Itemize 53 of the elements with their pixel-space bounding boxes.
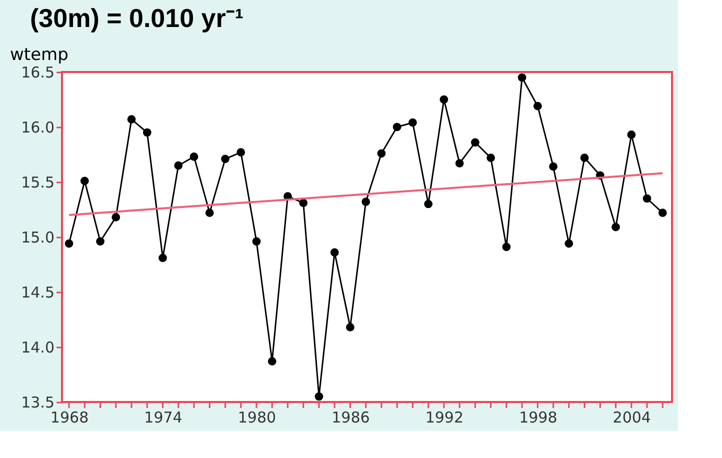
point xyxy=(642,194,652,203)
point xyxy=(80,176,89,186)
point xyxy=(236,148,246,156)
x-tick-label: 2004 xyxy=(612,408,651,426)
point xyxy=(299,198,308,208)
point xyxy=(252,237,261,246)
point xyxy=(627,130,636,139)
point xyxy=(612,222,620,232)
point xyxy=(64,239,74,248)
point xyxy=(362,198,370,206)
point xyxy=(174,161,183,170)
point xyxy=(424,200,432,208)
x-tick-label: 1992 xyxy=(425,408,464,426)
x-tick-label: 1974 xyxy=(144,408,182,426)
point xyxy=(486,154,495,162)
point xyxy=(408,118,417,127)
y-tick-label: 14.0 xyxy=(21,338,54,356)
point xyxy=(455,159,464,168)
point xyxy=(330,248,339,257)
x-tick-label: 1986 xyxy=(332,408,370,426)
point xyxy=(190,152,198,161)
y-tick-label: 14.5 xyxy=(21,284,54,302)
point xyxy=(268,357,276,366)
point xyxy=(112,213,120,222)
point xyxy=(142,128,152,137)
x-tick-label: 1968 xyxy=(50,408,89,426)
chart-title: (30m) = 0.010 yr⁻¹ xyxy=(30,3,244,33)
y-tick-label: 13.5 xyxy=(21,394,54,412)
point xyxy=(205,208,214,217)
point xyxy=(549,162,558,171)
point xyxy=(580,154,589,162)
point xyxy=(221,154,230,164)
point xyxy=(502,242,511,252)
y-axis-title: wtemp xyxy=(10,45,68,65)
point xyxy=(564,239,574,248)
point xyxy=(96,237,104,246)
point xyxy=(314,392,324,401)
point xyxy=(377,149,386,158)
y-tick-label: 16.0 xyxy=(21,118,54,136)
y-tick-label: 16.5 xyxy=(21,64,54,82)
x-tick-label: 1980 xyxy=(238,408,276,426)
point xyxy=(518,73,526,82)
y-tick-label: 15.5 xyxy=(21,174,54,192)
point xyxy=(127,115,136,124)
point xyxy=(392,122,402,132)
point xyxy=(158,254,167,262)
point xyxy=(470,138,480,147)
y-tick-label: 15.0 xyxy=(21,228,54,246)
point xyxy=(346,323,354,332)
point xyxy=(658,208,667,217)
point xyxy=(533,102,542,110)
x-tick-label: 1998 xyxy=(519,408,558,426)
point xyxy=(440,95,448,104)
